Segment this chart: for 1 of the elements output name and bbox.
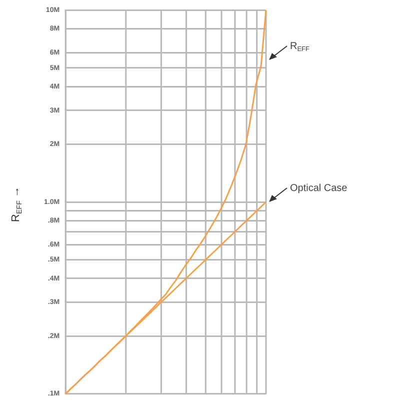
text: Optical Case [290,182,348,194]
